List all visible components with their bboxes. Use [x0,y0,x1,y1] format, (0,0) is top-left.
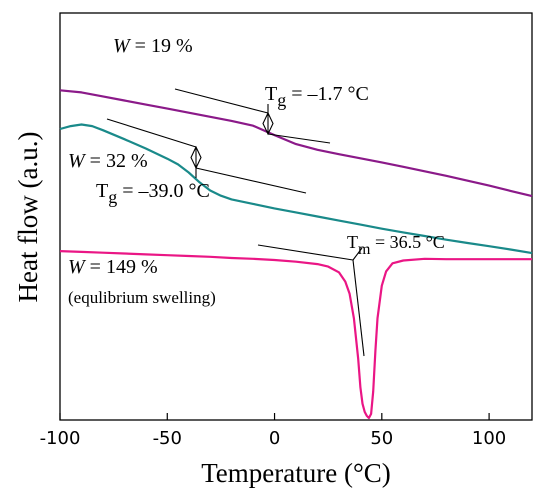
tg19-construction [174,88,331,144]
y-axis-title: Heat flow (a.u.) [13,132,43,303]
tm149-leading-edge-tangent [352,259,365,357]
plot-frame [59,12,533,421]
label-w19: W = 19 % [113,35,193,57]
label-w149: W = 149 % [68,256,158,278]
x-axis-ticks: -100 -50 0 50 100 [40,413,506,449]
tg32-tangent-lower [195,167,307,194]
x-tick-label: -50 [153,428,182,449]
tm149-construction [257,244,365,357]
series-line-2 [59,123,533,255]
series-line-3 [59,250,532,420]
x-tick-label: 50 [370,428,393,449]
series-group [59,89,533,420]
label-tg32: Tg = –39.0 °C [96,180,210,207]
x-tick-label: -100 [40,428,81,449]
tm149-leader-line [352,247,363,261]
tg19-tangent-upper [174,88,269,114]
series-line-1 [59,89,533,198]
x-tick-label: 100 [472,428,506,449]
tm149-baseline-tangent [257,244,354,261]
label-w149-note: (equlibrium swelling) [68,288,216,307]
label-w32: W = 32 % [68,150,148,172]
label-tm149: Tm = 36.5 °C [347,232,445,258]
tg32-tangent-upper [106,118,197,148]
x-tick-label: 0 [269,428,280,449]
tg19-tangent-lower [267,133,331,144]
tg32-construction [106,118,307,194]
tg19-diamond-marker [262,111,274,136]
x-axis-title: Temperature (°C) [201,458,391,488]
label-tg19: Tg = –1.7 °C [265,83,369,110]
